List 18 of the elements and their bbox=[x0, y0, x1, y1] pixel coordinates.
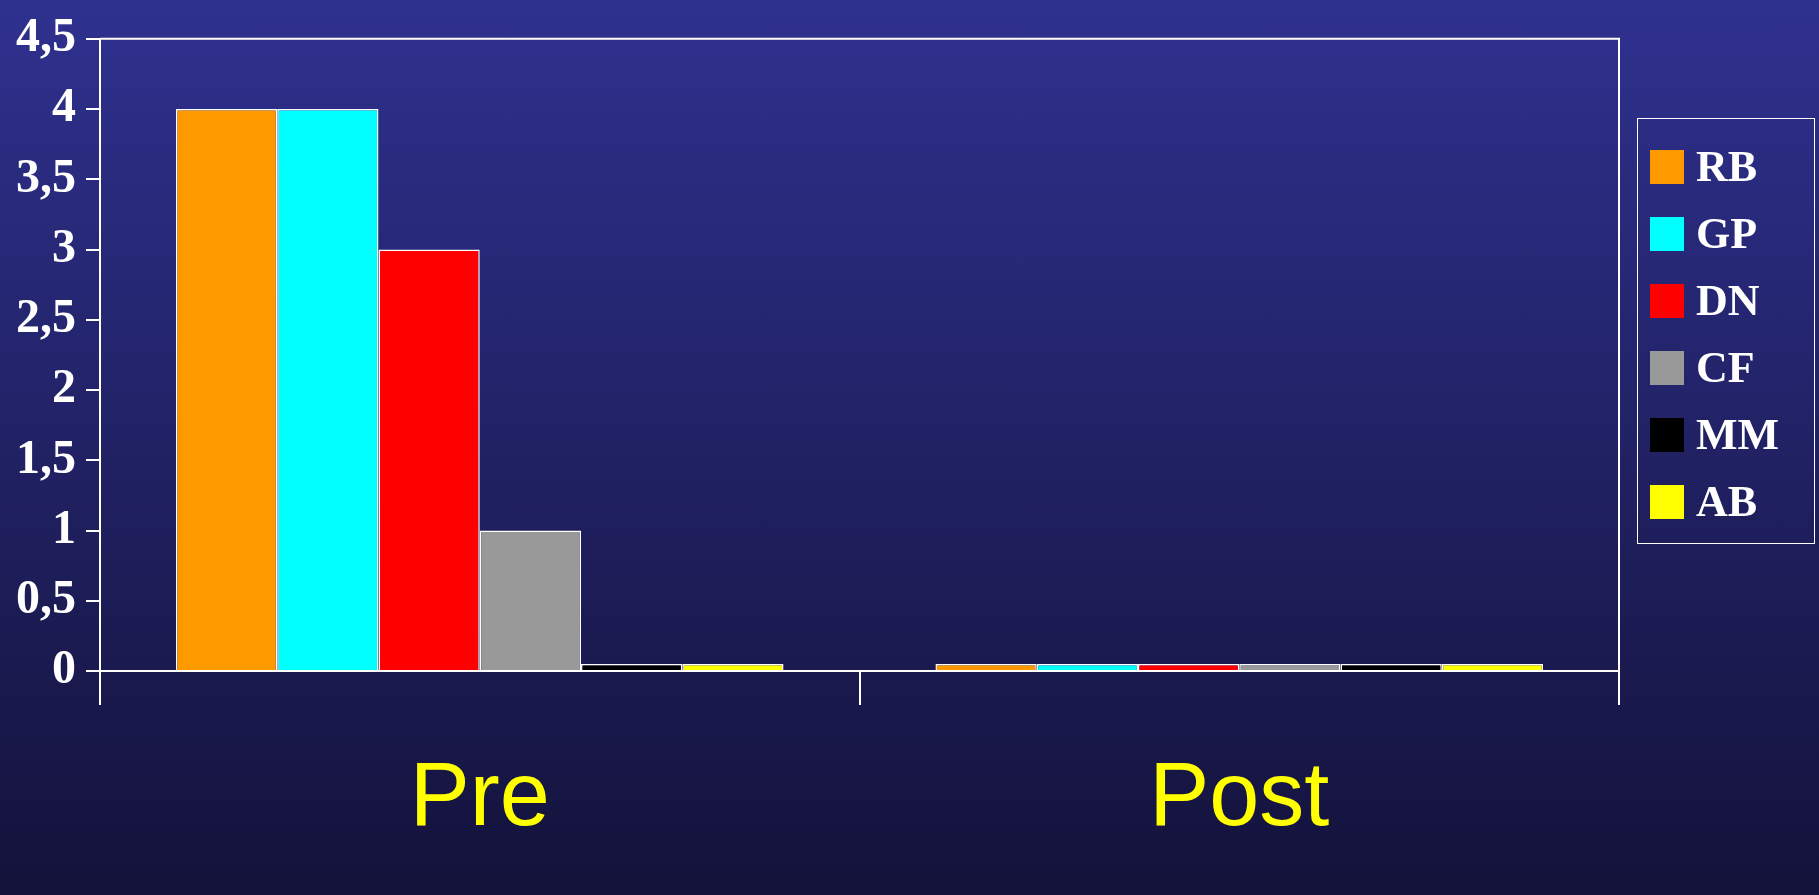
y-tick-label: 3 bbox=[52, 218, 76, 272]
y-tick-label: 3,5 bbox=[16, 148, 76, 202]
y-tick-label: 2,5 bbox=[16, 289, 76, 343]
y-tick-label: 1 bbox=[52, 499, 76, 553]
x-tick-label: Pre bbox=[409, 743, 550, 844]
y-tick-label: 4 bbox=[52, 78, 76, 132]
x-tick-label: Post bbox=[1149, 743, 1330, 844]
y-tick-label: 2 bbox=[52, 359, 76, 413]
y-tick-label: 4,5 bbox=[16, 8, 76, 62]
legend-label: CF bbox=[1696, 342, 1755, 393]
legend-label: GP bbox=[1696, 208, 1758, 259]
legend-label: DN bbox=[1696, 275, 1760, 326]
legend-label: RB bbox=[1696, 141, 1758, 192]
y-tick-label: 1,5 bbox=[16, 429, 76, 483]
legend-label: MM bbox=[1696, 409, 1780, 460]
y-tick-label: 0 bbox=[52, 640, 76, 694]
legend-label: AB bbox=[1696, 476, 1758, 527]
y-tick-label: 0,5 bbox=[16, 570, 76, 624]
